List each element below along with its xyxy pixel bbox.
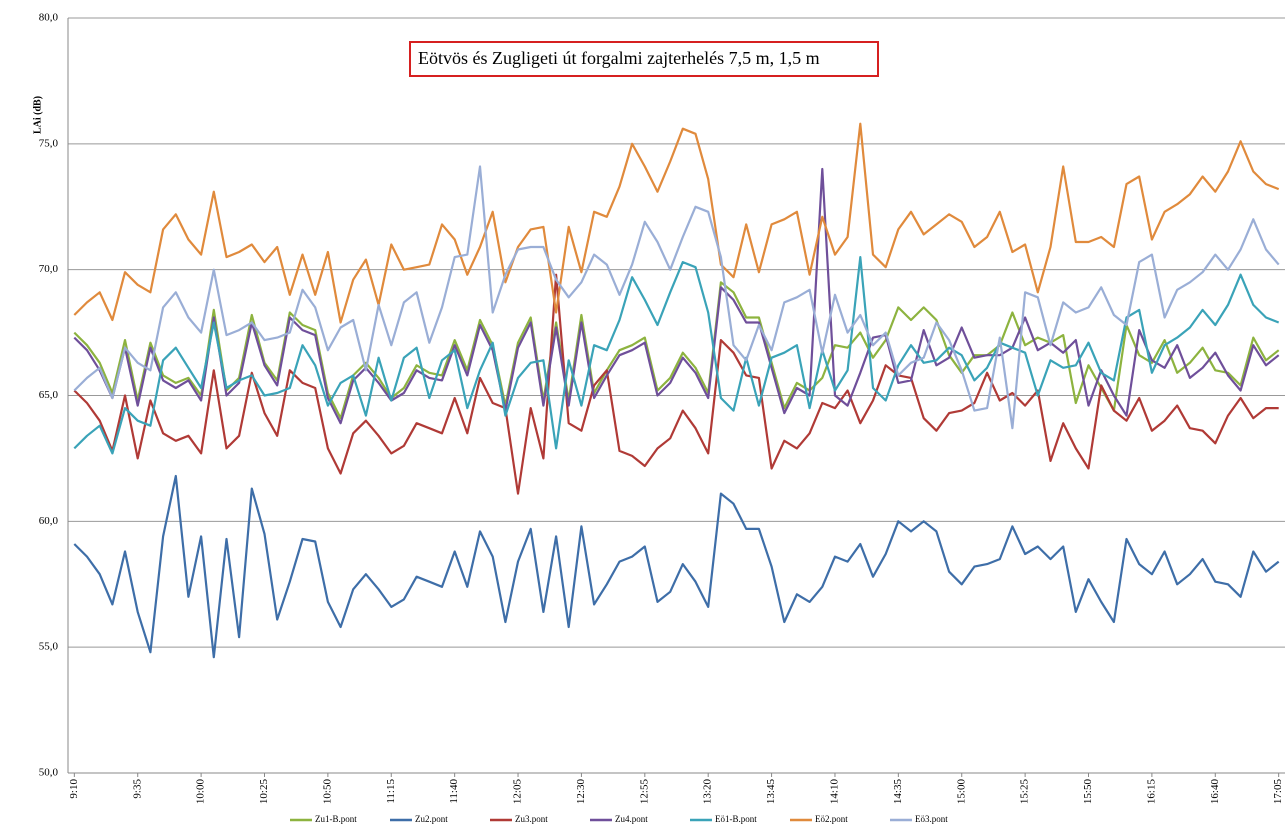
series-line <box>73 256 1280 455</box>
y-axis-label: LAi (dB) <box>32 96 43 134</box>
series-line <box>73 165 1280 430</box>
y-tick-label: 60,0 <box>39 515 59 527</box>
x-tick-label: 12:30 <box>575 779 587 805</box>
legend-label: Zu4.pont <box>615 814 648 824</box>
chart-title: Eötvös és Zugligeti út forgalmi zajterhe… <box>418 48 820 68</box>
y-tick-label: 75,0 <box>39 137 59 149</box>
x-tick-label: 14:35 <box>892 779 904 805</box>
y-tick-label: 80,0 <box>39 12 59 24</box>
title-box <box>409 41 879 77</box>
x-tick-label: 12:55 <box>638 779 650 805</box>
x-tick-label: 10:50 <box>321 779 333 805</box>
x-tick-label: 11:15 <box>385 779 397 804</box>
series-line <box>73 281 1280 420</box>
series-line <box>73 167 1280 425</box>
x-tick-label: 15:00 <box>955 779 967 805</box>
legend-label: Zu2.pont <box>415 814 448 824</box>
y-tick-label: 70,0 <box>39 263 59 275</box>
series-line <box>73 474 1280 659</box>
legend-label: Zu3.pont <box>515 814 548 824</box>
x-tick-label: 9:35 <box>131 779 143 799</box>
x-tick-label: 12:05 <box>512 779 524 805</box>
x-tick-label: 11:40 <box>448 779 460 804</box>
x-tick-label: 10:00 <box>195 779 207 805</box>
legend-label: Eö1-B.pont <box>715 814 757 824</box>
y-tick-label: 65,0 <box>39 389 59 401</box>
x-tick-label: 15:50 <box>1082 779 1094 805</box>
legend-label: Eö2.pont <box>815 814 848 824</box>
x-tick-label: 16:40 <box>1209 779 1221 805</box>
x-tick-label: 10:25 <box>258 779 270 805</box>
y-tick-label: 55,0 <box>39 641 59 653</box>
y-tick-label: 50,0 <box>39 767 59 779</box>
x-tick-label: 16:15 <box>1145 779 1157 805</box>
x-tick-label: 15:25 <box>1019 779 1031 805</box>
x-tick-label: 9:10 <box>68 779 80 799</box>
x-tick-label: 13:20 <box>702 779 714 805</box>
x-tick-label: 13:45 <box>765 779 777 805</box>
series-line <box>73 273 1279 495</box>
x-tick-label: 17:05 <box>1272 779 1284 805</box>
legend-label: Eö3.pont <box>915 814 948 824</box>
x-tick-label: 14:10 <box>828 779 840 805</box>
series-line <box>73 122 1280 324</box>
legend-label: Zu1-B.pont <box>315 814 357 824</box>
